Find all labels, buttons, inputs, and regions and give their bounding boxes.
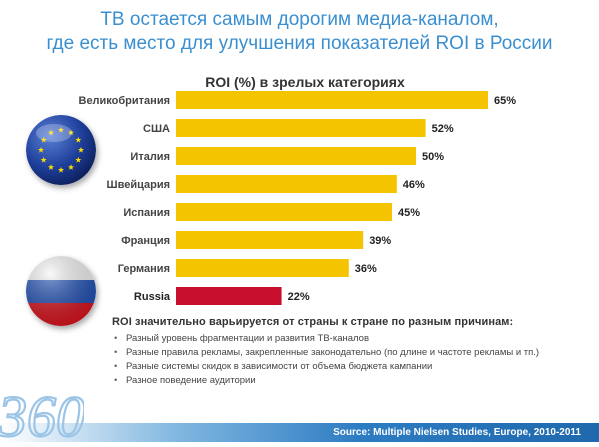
footer-bar (0, 423, 599, 442)
category-label: Великобритания (79, 95, 171, 107)
category-label: США (143, 123, 170, 135)
value-label: 22% (288, 291, 310, 303)
chart-title: ROI (%) в зрелых категориях (160, 74, 450, 90)
slide-title-line-2: где есть место для улучшения показателей… (46, 33, 553, 54)
svg-text:360: 360 (0, 384, 84, 442)
eu-flag-icon (26, 115, 96, 185)
notes-item: Разный уровень фрагментации и развития Т… (112, 332, 582, 346)
notes-item: Разные правила рекламы, закрепленные зак… (112, 346, 582, 360)
value-label: 39% (369, 235, 391, 247)
value-label: 45% (398, 207, 420, 219)
notes-item: Разные системы скидок в зависимости от о… (112, 360, 582, 374)
value-label: 46% (403, 179, 425, 191)
roi-bar-chart: Великобритания 65% США 52% Италия 50% Швейцари… (79, 91, 516, 305)
bar (176, 287, 282, 305)
bar (176, 203, 392, 221)
category-label: Германия (118, 263, 170, 275)
bar (176, 259, 349, 277)
bar (176, 91, 488, 109)
notes-list: Разный уровень фрагментации и развития Т… (112, 332, 582, 388)
chart-title-text: ROI (%) в зрелых категориях (205, 74, 405, 90)
category-label: Russia (134, 291, 171, 303)
slide-title-line-1: ТВ остается самым дорогим медиа-каналом, (100, 9, 499, 30)
value-label: 36% (355, 263, 377, 275)
category-label: Испания (123, 207, 170, 219)
source-note: Source: Multiple Nielsen Studies, Europe… (333, 427, 581, 438)
value-label: 65% (494, 95, 516, 107)
value-label: 52% (432, 123, 454, 135)
bar (176, 175, 397, 193)
category-label: Италия (130, 151, 170, 163)
category-label: Швейцария (107, 179, 170, 191)
notes-heading: ROI значительно варьируется от страны к … (112, 316, 514, 328)
russia-flag-icon (26, 256, 96, 326)
logo-360-icon: 360 (0, 378, 86, 447)
notes-item: Разное поведение аудитории (112, 374, 582, 388)
bar (176, 119, 426, 137)
value-label: 50% (422, 151, 444, 163)
bar (176, 231, 364, 249)
bar (176, 147, 416, 165)
slide-title: ТВ остается самым дорогим медиа-каналом,… (0, 8, 599, 56)
category-label: Франция (121, 235, 170, 247)
notes-block: ROI значительно варьируется от страны к … (112, 316, 582, 388)
